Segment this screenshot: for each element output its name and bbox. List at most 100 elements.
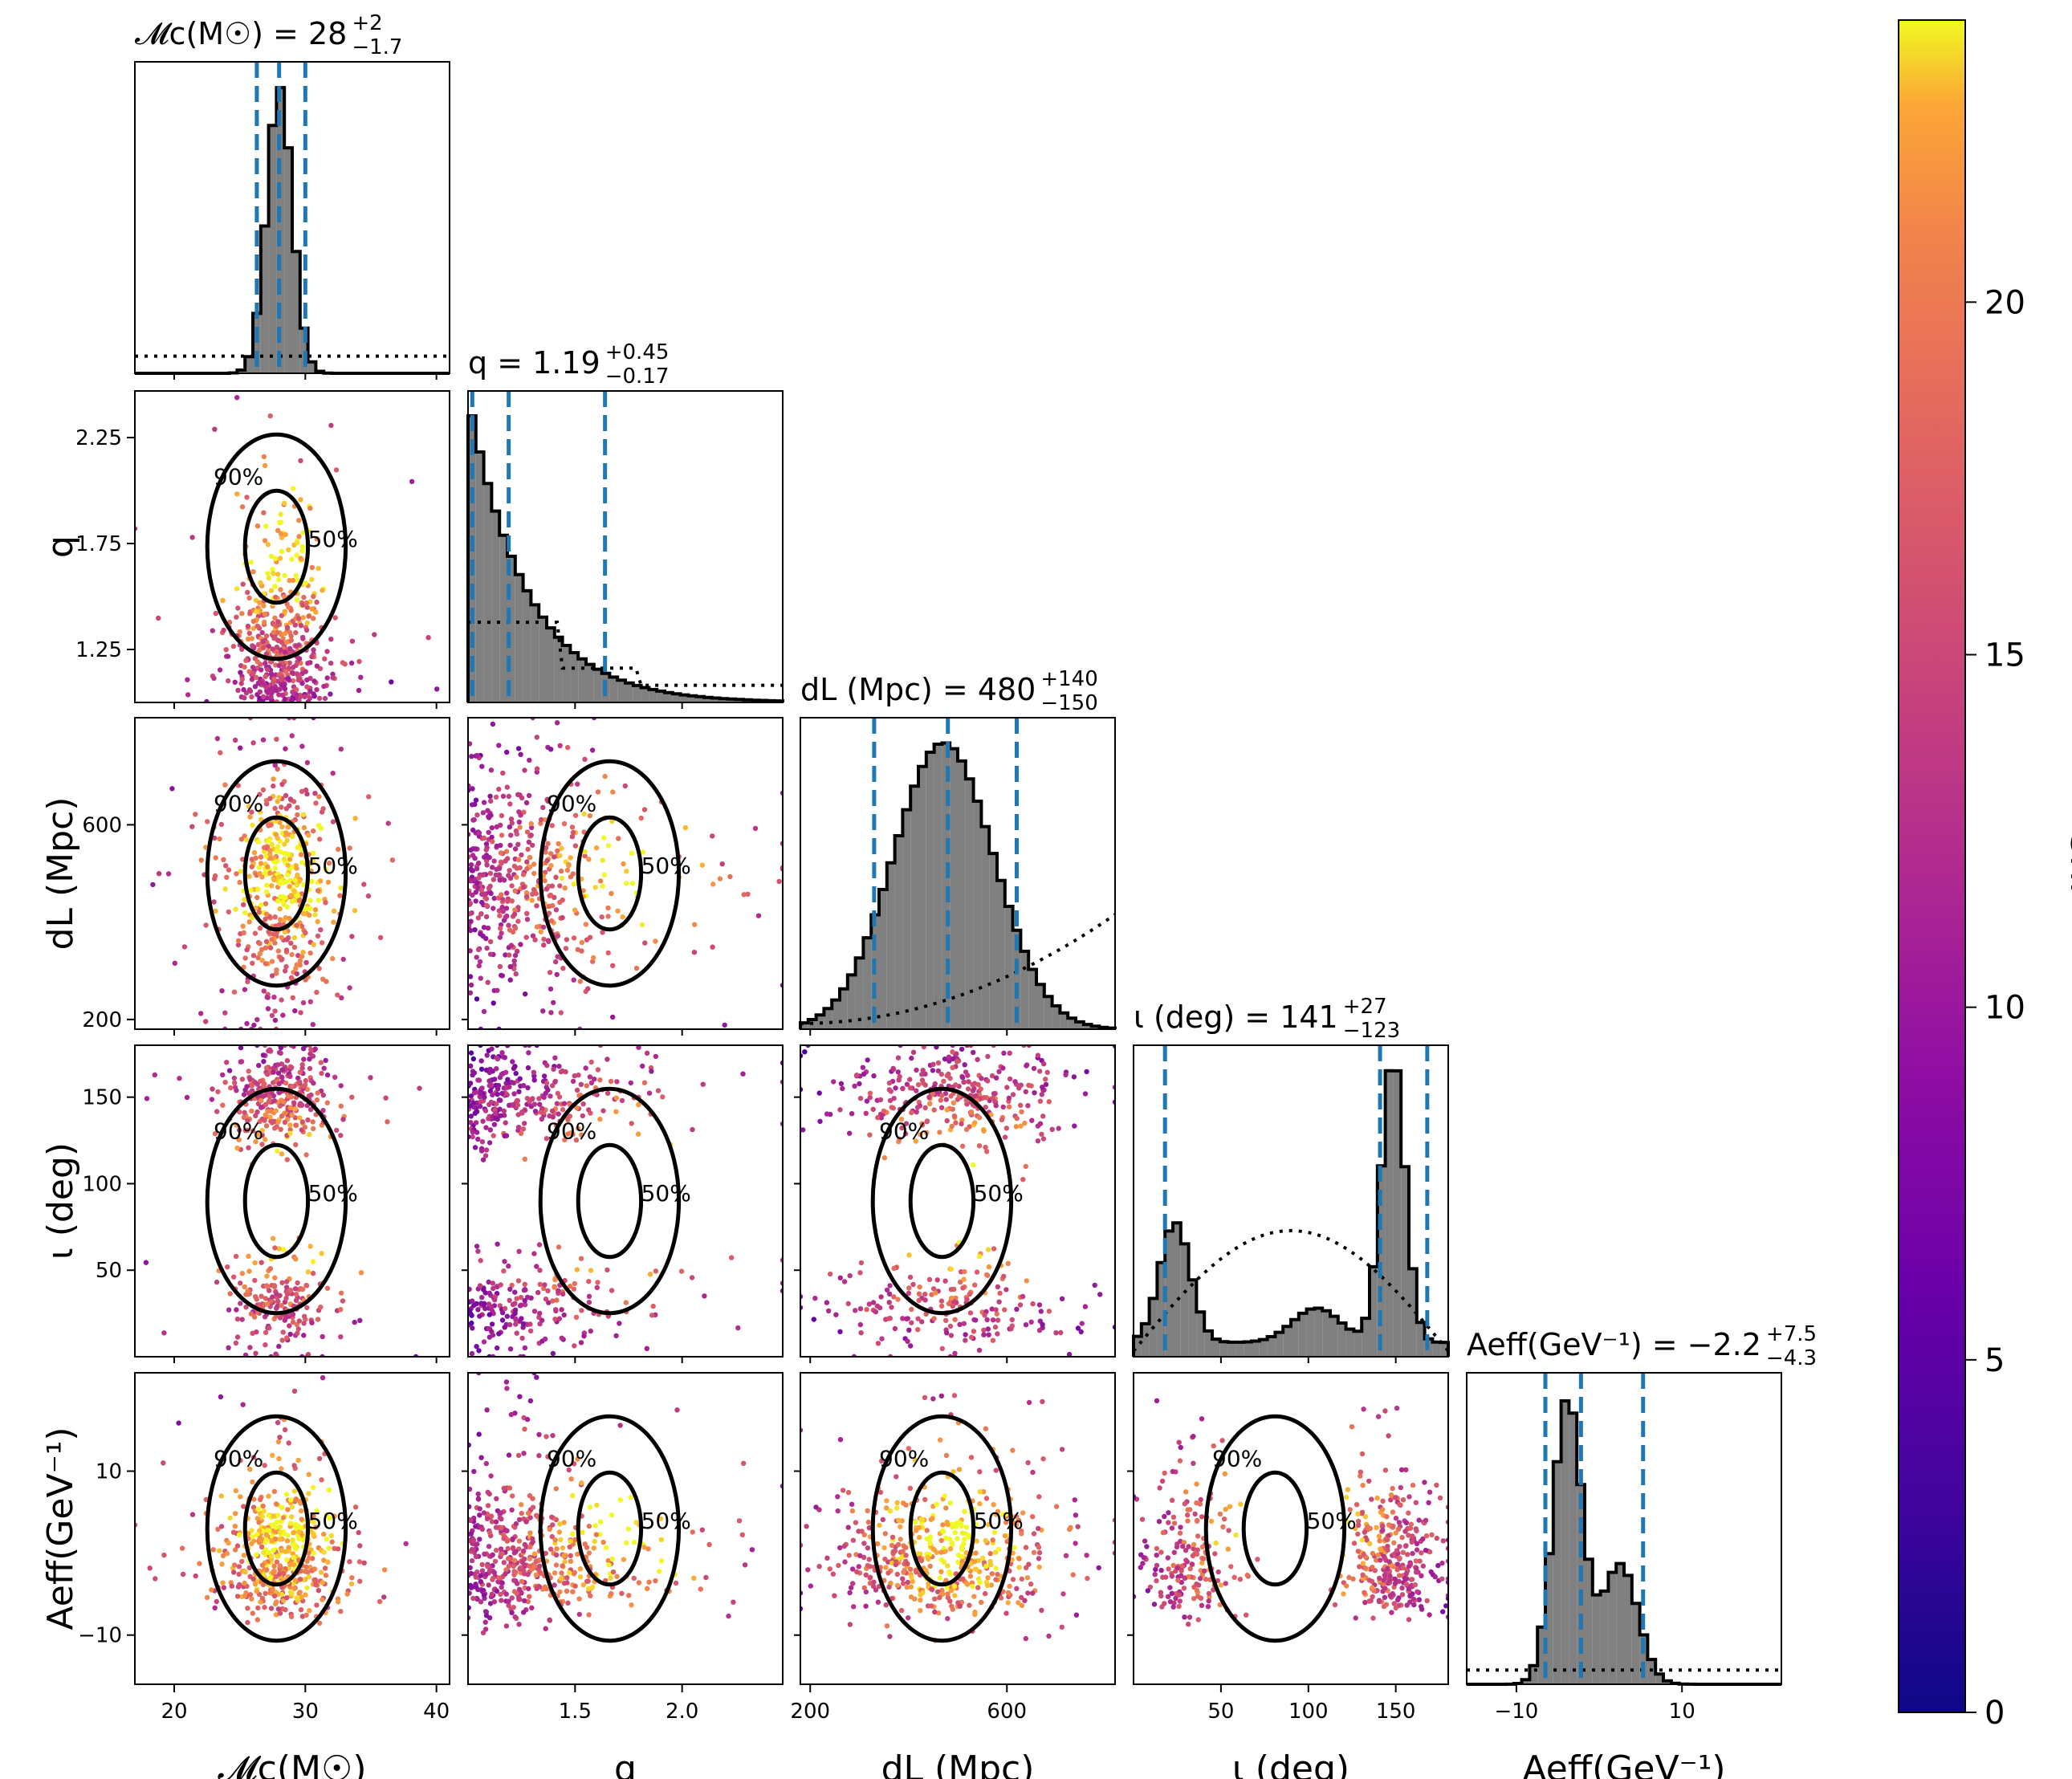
sample-point [935, 1068, 942, 1074]
sample-point [493, 1519, 499, 1525]
hist-bar [1362, 1318, 1370, 1357]
hist-bar [855, 958, 864, 1029]
sample-point [990, 1337, 996, 1343]
sample-point [922, 1105, 928, 1111]
sample-point [569, 1130, 576, 1137]
sample-point [592, 1538, 597, 1545]
sample-point [309, 576, 315, 582]
sample-point [305, 1569, 311, 1575]
sample-point [938, 1071, 945, 1077]
sample-point [854, 1569, 860, 1575]
sample-point [289, 1112, 295, 1118]
sample-point [242, 1087, 248, 1093]
sample-point [545, 841, 551, 847]
sample-point [619, 1590, 625, 1597]
sample-point [287, 578, 292, 584]
sample-point [1059, 1447, 1065, 1452]
sample-point [882, 1556, 888, 1562]
sample-point [509, 1610, 515, 1616]
sample-point [990, 1317, 996, 1323]
sample-point [605, 950, 611, 956]
sample-point [1018, 1123, 1024, 1129]
sample-point [609, 1590, 614, 1597]
sample-point [258, 902, 264, 908]
sample-point [328, 1533, 334, 1539]
sample-point [266, 823, 271, 828]
sample-point [487, 1601, 494, 1606]
sample-point [991, 1529, 998, 1536]
contour-90 [538, 1414, 682, 1643]
sample-point [562, 885, 568, 891]
sample-point [486, 1568, 493, 1574]
sample-point [283, 639, 290, 645]
sample-point [552, 1317, 558, 1322]
sample-point [613, 1109, 619, 1114]
sample-point [543, 886, 549, 892]
sample-point [336, 846, 341, 853]
sample-point [581, 811, 587, 817]
sample-point [313, 1525, 319, 1530]
sample-point [274, 849, 279, 854]
sample-point [250, 960, 255, 967]
sample-point [203, 922, 209, 928]
sample-point [490, 1552, 495, 1558]
sample-point [277, 1610, 283, 1616]
sample-point [315, 565, 321, 572]
hist-bar [1252, 1341, 1260, 1357]
sample-point [573, 1314, 580, 1321]
sample-point [284, 625, 291, 630]
sample-point [644, 1050, 650, 1056]
sample-point [356, 1559, 363, 1565]
sample-point [316, 1620, 323, 1626]
sample-point [963, 1097, 969, 1104]
sample-point [425, 635, 431, 641]
sample-point [495, 1345, 500, 1351]
sample-point [884, 1505, 889, 1511]
sample-point [572, 812, 579, 818]
sample-point [543, 849, 548, 855]
sample-point [934, 1045, 939, 1050]
sample-point [545, 1454, 551, 1459]
sample-point [266, 838, 272, 844]
sample-point [288, 633, 294, 639]
sample-point [635, 1131, 641, 1137]
sample-point [1025, 1459, 1031, 1466]
sample-point [976, 1347, 983, 1354]
sample-point [278, 1050, 283, 1056]
sample-point [249, 1528, 254, 1533]
sample-point [629, 1602, 634, 1608]
sample-point [1009, 1317, 1016, 1323]
sample-point [749, 1547, 755, 1553]
sample-point [311, 942, 316, 947]
sample-point [298, 497, 303, 503]
sample-point [245, 1117, 250, 1124]
sample-point [959, 1544, 965, 1549]
sample-point [916, 1291, 922, 1297]
sample-point [306, 1472, 311, 1477]
sample-point [994, 1311, 1000, 1317]
sample-point [800, 1127, 806, 1133]
sample-point [976, 1115, 983, 1121]
sample-point [922, 1071, 928, 1077]
sample-point [522, 1156, 527, 1162]
sample-point [226, 909, 231, 915]
sample-point [940, 1591, 946, 1597]
sample-point [993, 1468, 999, 1473]
sample-point [278, 511, 283, 517]
sample-point [283, 1549, 289, 1554]
sample-point [292, 877, 298, 883]
sample-point [556, 841, 561, 847]
sample-point [939, 1529, 946, 1534]
sample-point [152, 1072, 157, 1078]
sample-point [905, 1316, 911, 1321]
sample-point [579, 1132, 584, 1138]
diag-panel-Mc: 𝓜c(M☉) = 28 +2−1.7 [134, 11, 450, 375]
sample-point [548, 747, 554, 752]
hist-bar [617, 680, 625, 702]
sample-point [1020, 1177, 1026, 1183]
sample-point [563, 1069, 568, 1075]
sample-point [249, 1108, 254, 1114]
sample-point [519, 795, 525, 801]
sample-point [908, 1594, 914, 1600]
